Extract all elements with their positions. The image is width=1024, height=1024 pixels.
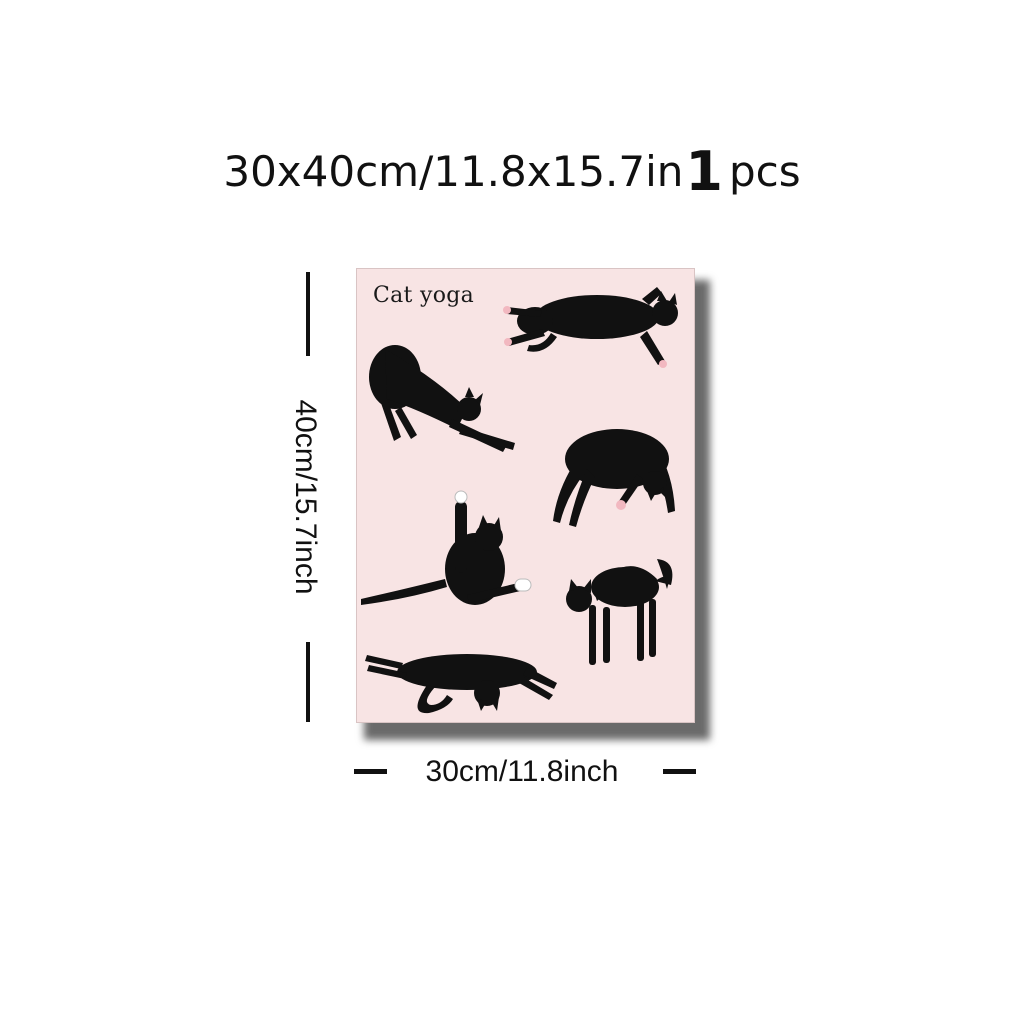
width-dimension-line-right <box>663 769 696 774</box>
poster-title: Cat yoga <box>373 283 475 308</box>
poster-canvas: Cat yoga <box>356 268 695 723</box>
cat-lying-on-back-icon <box>503 287 678 368</box>
width-dimension-line-left <box>354 769 387 774</box>
cat-lying-on-side-icon <box>365 654 557 714</box>
size-headline: 30x40cm/11.8x15.7in1 pcs <box>0 140 1024 203</box>
width-dimension-label: 30cm/11.8inch <box>425 755 619 788</box>
cat-leg-raised-grooming-icon <box>361 490 532 605</box>
size-text: 30x40cm/11.8x15.7in <box>223 147 684 196</box>
cat-arched-back-standing-icon <box>566 559 673 665</box>
quantity-number: 1 <box>685 140 723 203</box>
height-dimension-line-bottom <box>306 642 310 722</box>
height-dimension-line-top <box>306 272 310 356</box>
cat-stretching-downward-icon <box>369 345 515 452</box>
cat-arched-upside-down-icon <box>553 429 675 527</box>
height-dimension-label: 40cm/15.7inch <box>289 399 322 595</box>
quantity-unit: pcs <box>729 147 801 196</box>
cat-illustrations <box>361 287 678 714</box>
